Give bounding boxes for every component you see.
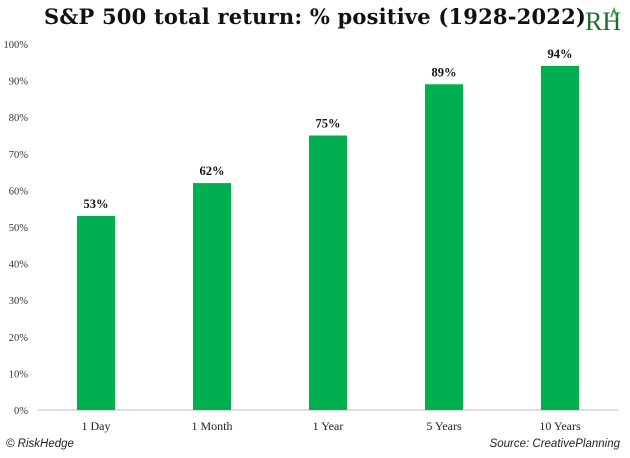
y-tick-label: 10% [9, 369, 29, 380]
y-tick-label: 50% [9, 223, 29, 234]
bar-1 [77, 216, 115, 410]
chart-title: S&P 500 total return: % positive (1928-2… [43, 4, 587, 29]
bar-5 [541, 65, 579, 411]
y-tick-label: 30% [9, 296, 29, 307]
bar-4 [425, 84, 463, 410]
x-tick-label: 5 Years [426, 419, 462, 433]
y-tick-label: 90% [9, 77, 29, 88]
y-tick-label: 0% [14, 406, 28, 417]
copyright-note: © RiskHedge [6, 438, 74, 450]
y-tick-label: 80% [9, 113, 29, 124]
x-tick-label: 1 Year [313, 419, 344, 433]
data-label: 53% [84, 197, 109, 211]
bar-2 [193, 183, 231, 410]
y-tick-label: 40% [9, 260, 29, 271]
bar-3 [309, 135, 347, 410]
y-tick-label: 20% [9, 333, 29, 344]
x-tick-label: 10 Years [539, 419, 581, 433]
data-label: 62% [200, 164, 225, 178]
data-label: 94% [548, 47, 573, 61]
source-note: Source: CreativePlanning [489, 438, 620, 450]
x-tick-label: 1 Day [82, 419, 111, 433]
y-tick-label: 60% [9, 186, 29, 197]
x-tick-label: 1 Month [191, 419, 232, 433]
y-tick-label: 70% [9, 150, 29, 161]
data-label: 75% [316, 117, 341, 131]
riskhedge-logo: RH [585, 6, 621, 35]
data-label: 89% [432, 65, 457, 79]
y-tick-label: 100% [4, 40, 29, 51]
